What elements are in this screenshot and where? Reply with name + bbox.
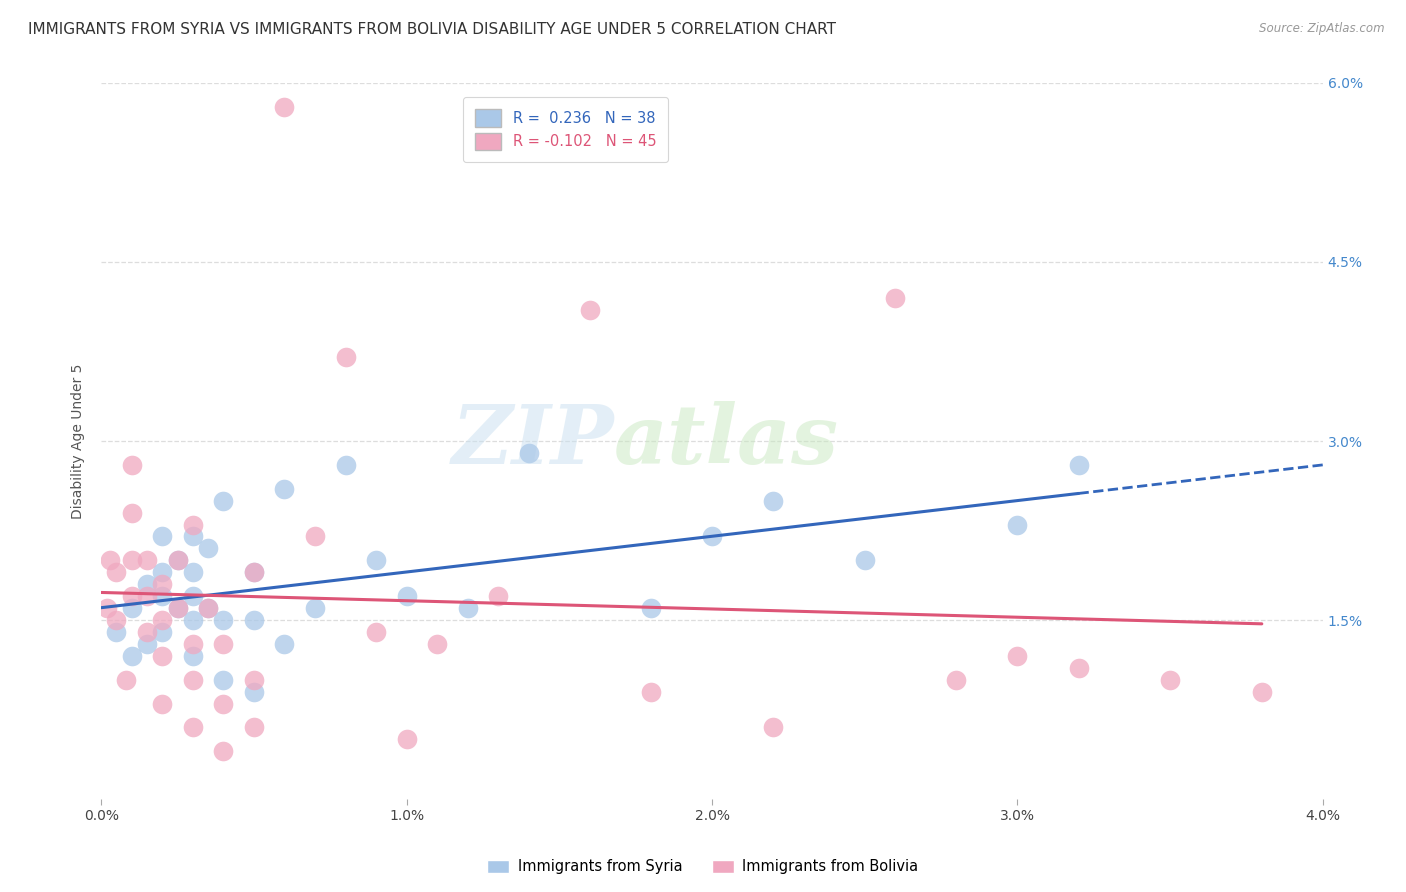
Point — [364, 624, 387, 639]
Point — [105, 624, 128, 639]
Point — [640, 684, 662, 698]
Text: ZIP: ZIP — [451, 401, 614, 481]
Y-axis label: Disability Age Under 5: Disability Age Under 5 — [72, 363, 86, 518]
Point — [243, 613, 266, 627]
Point — [121, 589, 143, 603]
Point — [197, 601, 219, 615]
Point — [700, 529, 723, 543]
Point — [579, 302, 602, 317]
Point — [197, 541, 219, 556]
Point — [197, 601, 219, 615]
Point — [136, 637, 159, 651]
Point — [304, 601, 326, 615]
Point — [150, 624, 173, 639]
Point — [1007, 517, 1029, 532]
Point — [426, 637, 449, 651]
Point — [150, 566, 173, 580]
Point — [150, 577, 173, 591]
Point — [762, 493, 785, 508]
Text: atlas: atlas — [614, 401, 839, 481]
Point — [136, 577, 159, 591]
Point — [114, 673, 136, 687]
Point — [212, 493, 235, 508]
Point — [853, 553, 876, 567]
Point — [212, 673, 235, 687]
Point — [212, 613, 235, 627]
Point — [1007, 648, 1029, 663]
Point — [945, 673, 967, 687]
Point — [335, 458, 357, 472]
Legend: R =  0.236   N = 38, R = -0.102   N = 45: R = 0.236 N = 38, R = -0.102 N = 45 — [463, 97, 668, 162]
Point — [181, 589, 204, 603]
Point — [150, 648, 173, 663]
Point — [243, 673, 266, 687]
Point — [150, 589, 173, 603]
Point — [243, 566, 266, 580]
Point — [181, 637, 204, 651]
Point — [121, 601, 143, 615]
Point — [100, 553, 122, 567]
Text: Source: ZipAtlas.com: Source: ZipAtlas.com — [1260, 22, 1385, 36]
Point — [136, 624, 159, 639]
Point — [640, 601, 662, 615]
Point — [150, 529, 173, 543]
Point — [181, 566, 204, 580]
Point — [181, 529, 204, 543]
Point — [121, 506, 143, 520]
Point — [136, 589, 159, 603]
Legend: Immigrants from Syria, Immigrants from Bolivia: Immigrants from Syria, Immigrants from B… — [482, 854, 924, 880]
Point — [212, 637, 235, 651]
Point — [1067, 661, 1090, 675]
Point — [166, 601, 188, 615]
Point — [335, 351, 357, 365]
Point — [1067, 458, 1090, 472]
Point — [1159, 673, 1181, 687]
Point — [884, 291, 907, 305]
Point — [243, 684, 266, 698]
Point — [304, 529, 326, 543]
Point — [212, 697, 235, 711]
Point — [181, 721, 204, 735]
Text: IMMIGRANTS FROM SYRIA VS IMMIGRANTS FROM BOLIVIA DISABILITY AGE UNDER 5 CORRELAT: IMMIGRANTS FROM SYRIA VS IMMIGRANTS FROM… — [28, 22, 837, 37]
Point — [395, 589, 418, 603]
Point — [181, 613, 204, 627]
Point — [105, 566, 128, 580]
Point — [105, 613, 128, 627]
Point — [136, 553, 159, 567]
Point — [150, 613, 173, 627]
Point — [181, 673, 204, 687]
Point — [166, 553, 188, 567]
Point — [517, 446, 540, 460]
Point — [486, 589, 509, 603]
Point — [166, 553, 188, 567]
Point — [243, 721, 266, 735]
Point — [121, 648, 143, 663]
Point — [395, 732, 418, 747]
Point — [243, 566, 266, 580]
Point — [166, 601, 188, 615]
Point — [121, 458, 143, 472]
Point — [457, 601, 479, 615]
Point — [364, 553, 387, 567]
Point — [181, 517, 204, 532]
Point — [273, 482, 295, 496]
Point — [273, 637, 295, 651]
Point — [273, 100, 295, 114]
Point — [96, 601, 118, 615]
Point — [212, 744, 235, 758]
Point — [150, 697, 173, 711]
Point — [121, 553, 143, 567]
Point — [181, 648, 204, 663]
Point — [762, 721, 785, 735]
Point — [1250, 684, 1272, 698]
